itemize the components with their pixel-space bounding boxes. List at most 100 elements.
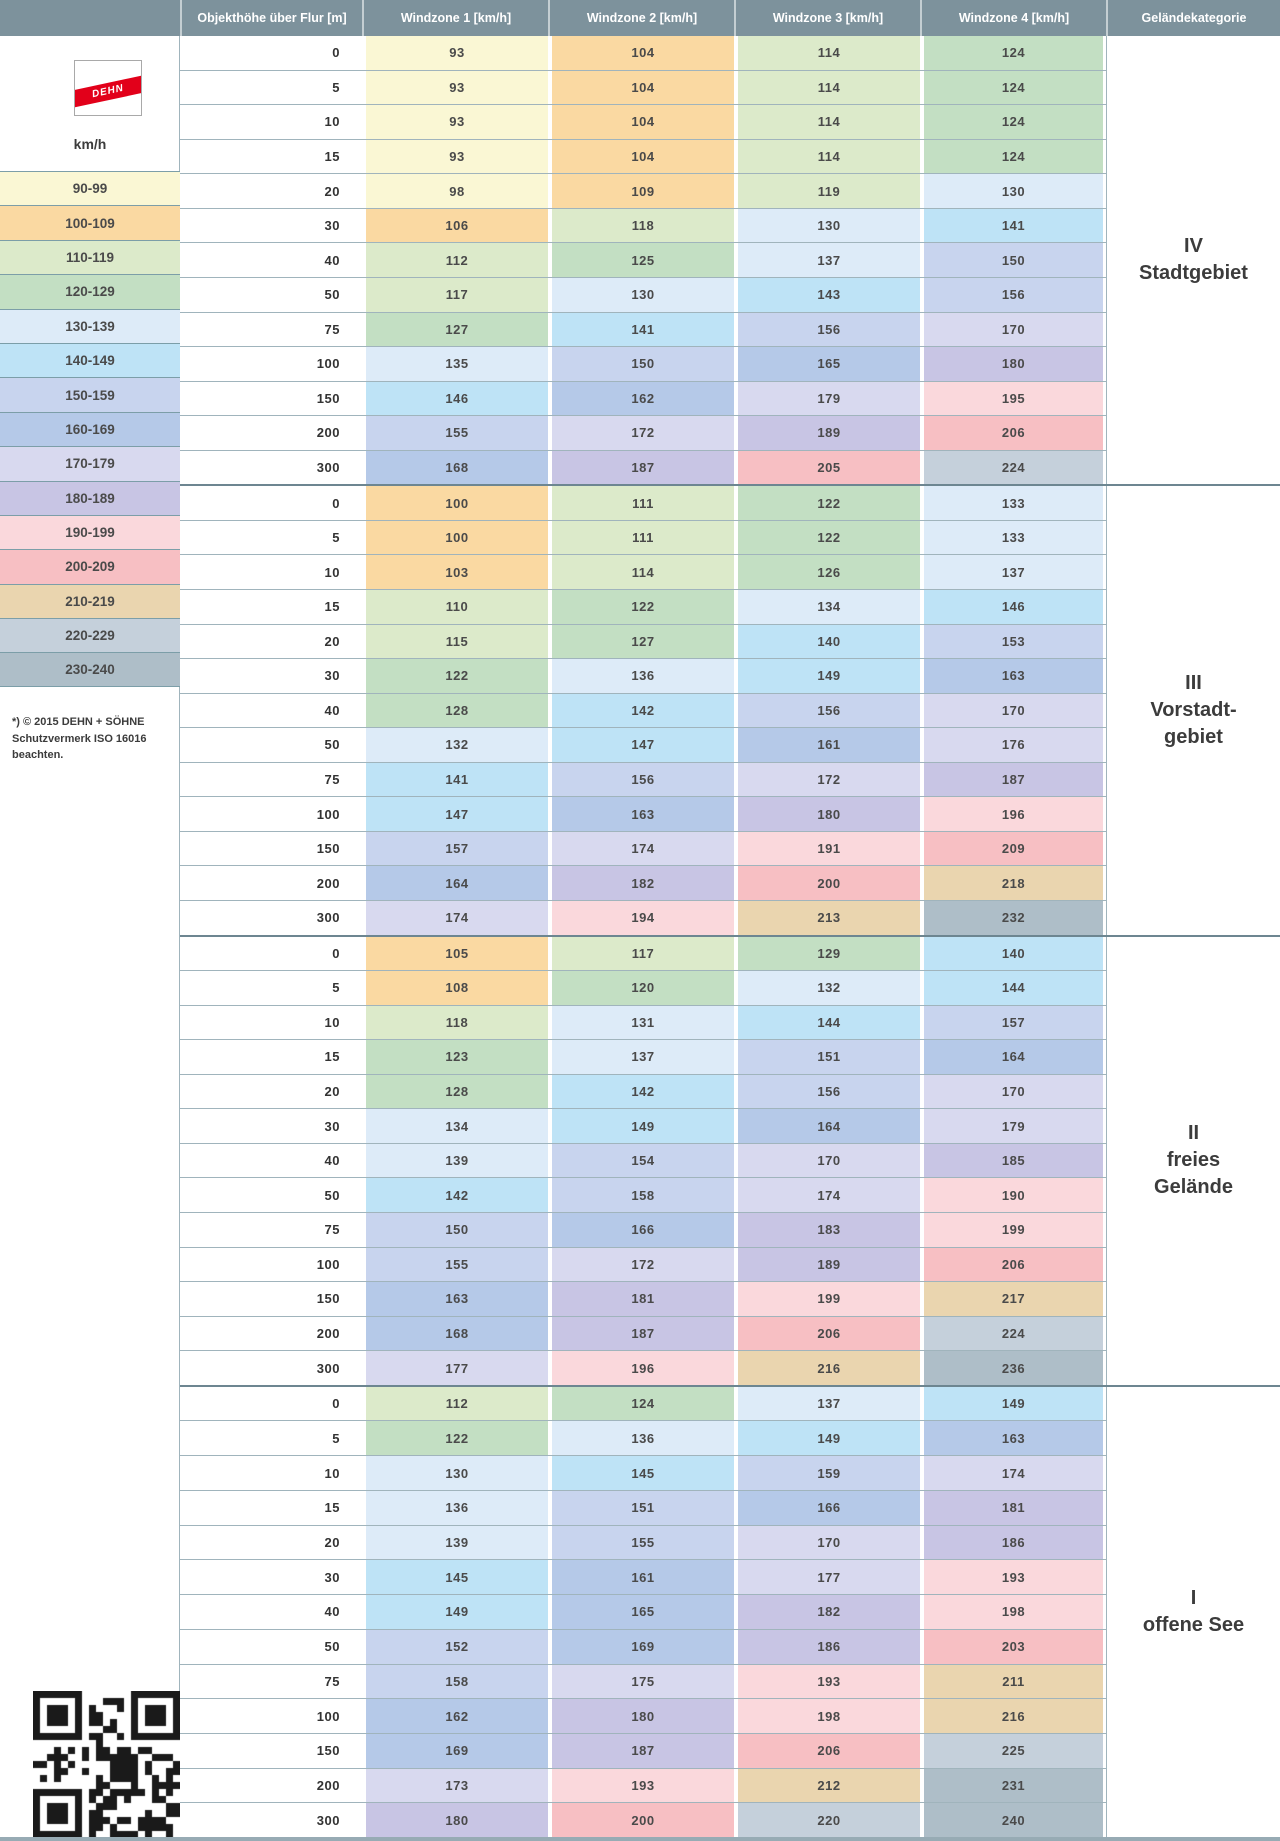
windspeed-cell-zone-4: 186	[920, 1525, 1106, 1560]
table-row: 75 158 175 193 211	[180, 1664, 1106, 1700]
windspeed-cell-zone-3: 193	[734, 1664, 920, 1699]
windspeed-cell-zone-2: 162	[548, 381, 734, 416]
windspeed-cell-zone-2: 131	[548, 1005, 734, 1040]
windspeed-cell-zone-2: 127	[548, 624, 734, 659]
windspeed-cell-zone-1: 122	[362, 659, 548, 693]
object-height-cell: 5	[180, 520, 362, 555]
windspeed-cell-zone-4: 170	[920, 693, 1106, 728]
windspeed-cell-zone-1: 163	[362, 1282, 548, 1316]
windspeed-cell-zone-3: 114	[734, 36, 920, 70]
windspeed-cell-zone-3: 191	[734, 831, 920, 866]
table-row: 15 123 137 151 164	[180, 1040, 1106, 1075]
windspeed-cell-zone-3: 122	[734, 520, 920, 555]
windspeed-cell-zone-1: 132	[362, 728, 548, 762]
object-height-cell: 50	[180, 277, 362, 312]
windspeed-cell-zone-1: 100	[362, 520, 548, 555]
windspeed-cell-zone-3: 166	[734, 1490, 920, 1525]
table-row: 200 173 193 212 231	[180, 1768, 1106, 1804]
windspeed-cell-zone-4: 124	[920, 139, 1106, 174]
windspeed-cell-zone-2: 166	[548, 1213, 734, 1247]
windspeed-cell-zone-1: 93	[362, 105, 548, 139]
windspeed-cell-zone-3: 186	[734, 1629, 920, 1664]
legend-color-scale: 90-99 100-109 110-119 120-129 130-139 140-149…	[0, 171, 180, 687]
windspeed-cell-zone-2: 104	[548, 70, 734, 105]
windspeed-cell-zone-2: 136	[548, 1421, 734, 1456]
object-height-cell: 30	[180, 659, 362, 693]
windspeed-cell-zone-1: 155	[362, 416, 548, 450]
object-height-cell: 75	[180, 762, 362, 797]
windspeed-cell-zone-2: 104	[548, 36, 734, 70]
windspeed-cell-zone-1: 168	[362, 1316, 548, 1351]
dehn-logo: DEHN	[74, 60, 142, 116]
windspeed-cell-zone-3: 179	[734, 381, 920, 416]
windspeed-cell-zone-1: 110	[362, 589, 548, 624]
windspeed-cell-zone-1: 147	[362, 797, 548, 831]
windspeed-cell-zone-2: 194	[548, 901, 734, 935]
windspeed-cell-zone-3: 134	[734, 589, 920, 624]
table-row: 15 136 151 166 181	[180, 1490, 1106, 1526]
legend-band-160-169: 160-169	[0, 411, 180, 447]
table-body: DEHN km/h 90-99 100-109 110-119 120-129 130-…	[0, 36, 1280, 1837]
header-windzone-3: Windzone 3 [km/h]	[734, 0, 920, 36]
windspeed-cell-zone-1: 145	[362, 1560, 548, 1595]
table-row: 30 134 149 164 179	[180, 1109, 1106, 1144]
object-height-cell: 150	[180, 831, 362, 866]
legend-band-180-189: 180-189	[0, 480, 180, 515]
terrain-category-label: IV Stadtgebiet	[1106, 36, 1280, 485]
windspeed-cell-zone-3: 129	[734, 936, 920, 971]
table-row: 20 98 109 119 130	[180, 174, 1106, 209]
windspeed-cell-zone-2: 122	[548, 589, 734, 624]
windspeed-cell-zone-1: 169	[362, 1733, 548, 1768]
object-height-cell: 100	[180, 1247, 362, 1282]
table-row: 100 155 172 189 206	[180, 1247, 1106, 1283]
table-row: 30 106 118 130 141	[180, 208, 1106, 244]
windspeed-cell-zone-2: 147	[548, 728, 734, 762]
table-row: 40 149 165 182 198	[180, 1595, 1106, 1630]
wind-speed-table: 0 93 104 114 124 5 93 104 114 124 10 93 104 114 124 15 9…	[180, 36, 1280, 1837]
windspeed-cell-zone-2: 104	[548, 105, 734, 139]
windspeed-cell-zone-1: 136	[362, 1490, 548, 1525]
windspeed-cell-zone-3: 212	[734, 1768, 920, 1803]
windspeed-cell-zone-1: 157	[362, 831, 548, 866]
windspeed-cell-zone-2: 130	[548, 277, 734, 312]
windspeed-cell-zone-3: 151	[734, 1040, 920, 1074]
table-row: 200 164 182 200 218	[180, 866, 1106, 901]
windspeed-cell-zone-1: 139	[362, 1143, 548, 1178]
section-rows: 0 112 124 137 149 5 122 136 149 163 10 130 145 159 174…	[180, 1386, 1106, 1837]
windspeed-cell-zone-1: 162	[362, 1699, 548, 1733]
windspeed-cell-zone-1: 149	[362, 1595, 548, 1629]
windspeed-cell-zone-3: 149	[734, 1421, 920, 1456]
windspeed-cell-zone-2: 161	[548, 1560, 734, 1595]
object-height-cell: 100	[180, 1699, 362, 1733]
windspeed-cell-zone-3: 144	[734, 1005, 920, 1040]
windspeed-cell-zone-1: 117	[362, 277, 548, 312]
legend-band-110-119: 110-119	[0, 239, 180, 275]
windspeed-cell-zone-4: 232	[920, 901, 1106, 935]
terrain-section-i: 0 112 124 137 149 5 122 136 149 163 10 130 145 159 174…	[180, 1386, 1280, 1837]
object-height-cell: 30	[180, 208, 362, 243]
table-row: 40 112 125 137 150	[180, 243, 1106, 278]
windspeed-cell-zone-3: 206	[734, 1733, 920, 1768]
windspeed-cell-zone-2: 175	[548, 1664, 734, 1699]
windspeed-cell-zone-1: 142	[362, 1178, 548, 1212]
windspeed-cell-zone-2: 180	[548, 1699, 734, 1733]
windspeed-cell-zone-4: 225	[920, 1733, 1106, 1768]
windspeed-cell-zone-3: 174	[734, 1178, 920, 1212]
windspeed-cell-zone-1: 130	[362, 1456, 548, 1490]
table-row: 20 128 142 156 170	[180, 1074, 1106, 1110]
object-height-cell: 10	[180, 555, 362, 589]
object-height-cell: 20	[180, 174, 362, 208]
legend-sidebar: DEHN km/h 90-99 100-109 110-119 120-129 130-…	[0, 36, 180, 1837]
windspeed-cell-zone-2: 111	[548, 520, 734, 555]
windspeed-cell-zone-1: 158	[362, 1664, 548, 1699]
windspeed-cell-zone-1: 93	[362, 36, 548, 70]
terrain-section-iii: 0 100 111 122 133 5 100 111 122 133 10 103 114 126 137…	[180, 486, 1280, 937]
windspeed-cell-zone-2: 172	[548, 416, 734, 450]
windspeed-cell-zone-2: 163	[548, 797, 734, 831]
windspeed-cell-zone-1: 128	[362, 693, 548, 728]
windspeed-cell-zone-2: 200	[548, 1803, 734, 1837]
windspeed-cell-zone-3: 122	[734, 486, 920, 520]
windspeed-cell-zone-4: 224	[920, 450, 1106, 485]
table-row: 100 147 163 180 196	[180, 797, 1106, 832]
